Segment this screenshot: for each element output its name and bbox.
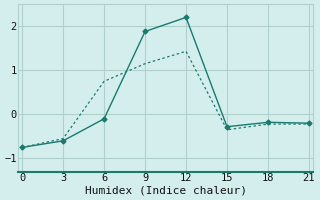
X-axis label: Humidex (Indice chaleur): Humidex (Indice chaleur)	[84, 186, 246, 196]
